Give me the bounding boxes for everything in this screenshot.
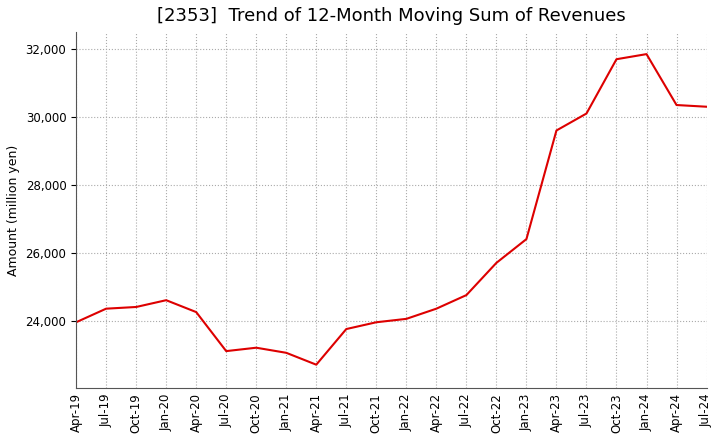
Title: [2353]  Trend of 12-Month Moving Sum of Revenues: [2353] Trend of 12-Month Moving Sum of R…: [157, 7, 626, 25]
Y-axis label: Amount (million yen): Amount (million yen): [7, 145, 20, 276]
